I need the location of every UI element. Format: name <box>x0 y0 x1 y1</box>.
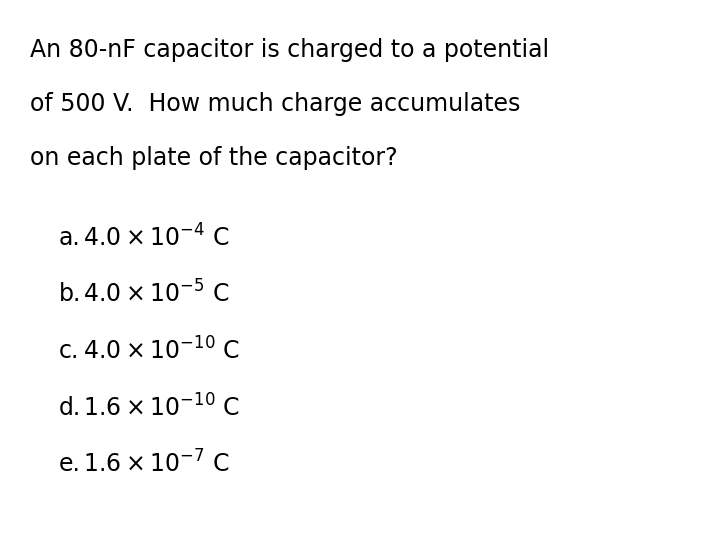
Text: b.: b. <box>59 282 81 306</box>
Text: $4.0 \times 10^{-5}$ C: $4.0 \times 10^{-5}$ C <box>83 281 230 308</box>
Text: on each plate of the capacitor?: on each plate of the capacitor? <box>30 146 398 170</box>
Text: $4.0 \times 10^{-10}$ C: $4.0 \times 10^{-10}$ C <box>83 338 240 364</box>
Text: of 500 V.  How much charge accumulates: of 500 V. How much charge accumulates <box>30 92 521 116</box>
Text: An 80-nF capacitor is charged to a potential: An 80-nF capacitor is charged to a poten… <box>30 38 549 62</box>
Text: a.: a. <box>59 226 81 249</box>
Text: c.: c. <box>59 339 79 363</box>
Text: e.: e. <box>59 453 81 476</box>
Text: $1.6 \times 10^{-7}$ C: $1.6 \times 10^{-7}$ C <box>83 451 230 478</box>
Text: $4.0 \times 10^{-4}$ C: $4.0 \times 10^{-4}$ C <box>83 224 230 251</box>
Text: $1.6 \times 10^{-10}$ C: $1.6 \times 10^{-10}$ C <box>83 394 240 421</box>
Text: d.: d. <box>59 396 81 420</box>
